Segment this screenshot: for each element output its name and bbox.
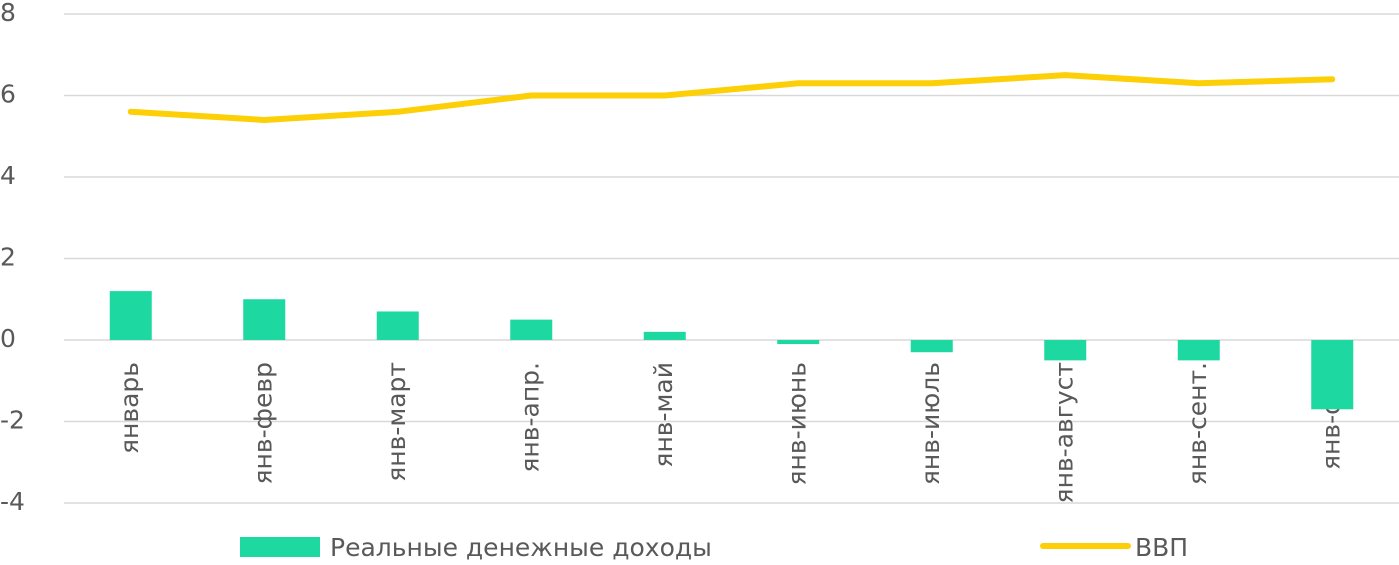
x-tick-label: янв-август xyxy=(1049,362,1078,503)
x-tick-label: янв-сент. xyxy=(1183,362,1212,485)
y-tick-label: 0 xyxy=(0,324,16,353)
line xyxy=(127,72,1336,123)
x-tick-label: янв-апр. xyxy=(515,362,544,473)
bar xyxy=(376,311,419,340)
y-tick-label: 8 xyxy=(0,0,16,27)
bar xyxy=(643,331,686,340)
legend-swatch xyxy=(240,537,320,557)
x-tick-label: январь xyxy=(115,362,144,454)
y-tick-label: -2 xyxy=(0,406,25,435)
bar xyxy=(243,299,286,340)
legend-label: Реальные денежные доходы xyxy=(330,533,712,562)
x-tick-label: янв-июль xyxy=(916,362,945,485)
bar xyxy=(777,340,820,345)
x-tick-label: янв-июнь xyxy=(782,362,811,486)
bar xyxy=(1311,340,1354,410)
bar xyxy=(510,319,553,340)
x-tick-label: янв-май xyxy=(649,362,678,468)
bar xyxy=(109,291,152,340)
bar xyxy=(1177,340,1220,361)
x-tick-label: янв-февр xyxy=(248,362,277,485)
legend-label: ВВП xyxy=(1135,533,1188,562)
y-tick-label: 4 xyxy=(0,161,16,190)
y-tick-label: 2 xyxy=(0,243,16,272)
x-tick-label: янв-март xyxy=(382,362,411,482)
y-tick-label: 6 xyxy=(0,80,16,109)
y-tick-label: -4 xyxy=(0,487,25,516)
bar xyxy=(910,340,953,353)
bar xyxy=(1044,340,1087,361)
